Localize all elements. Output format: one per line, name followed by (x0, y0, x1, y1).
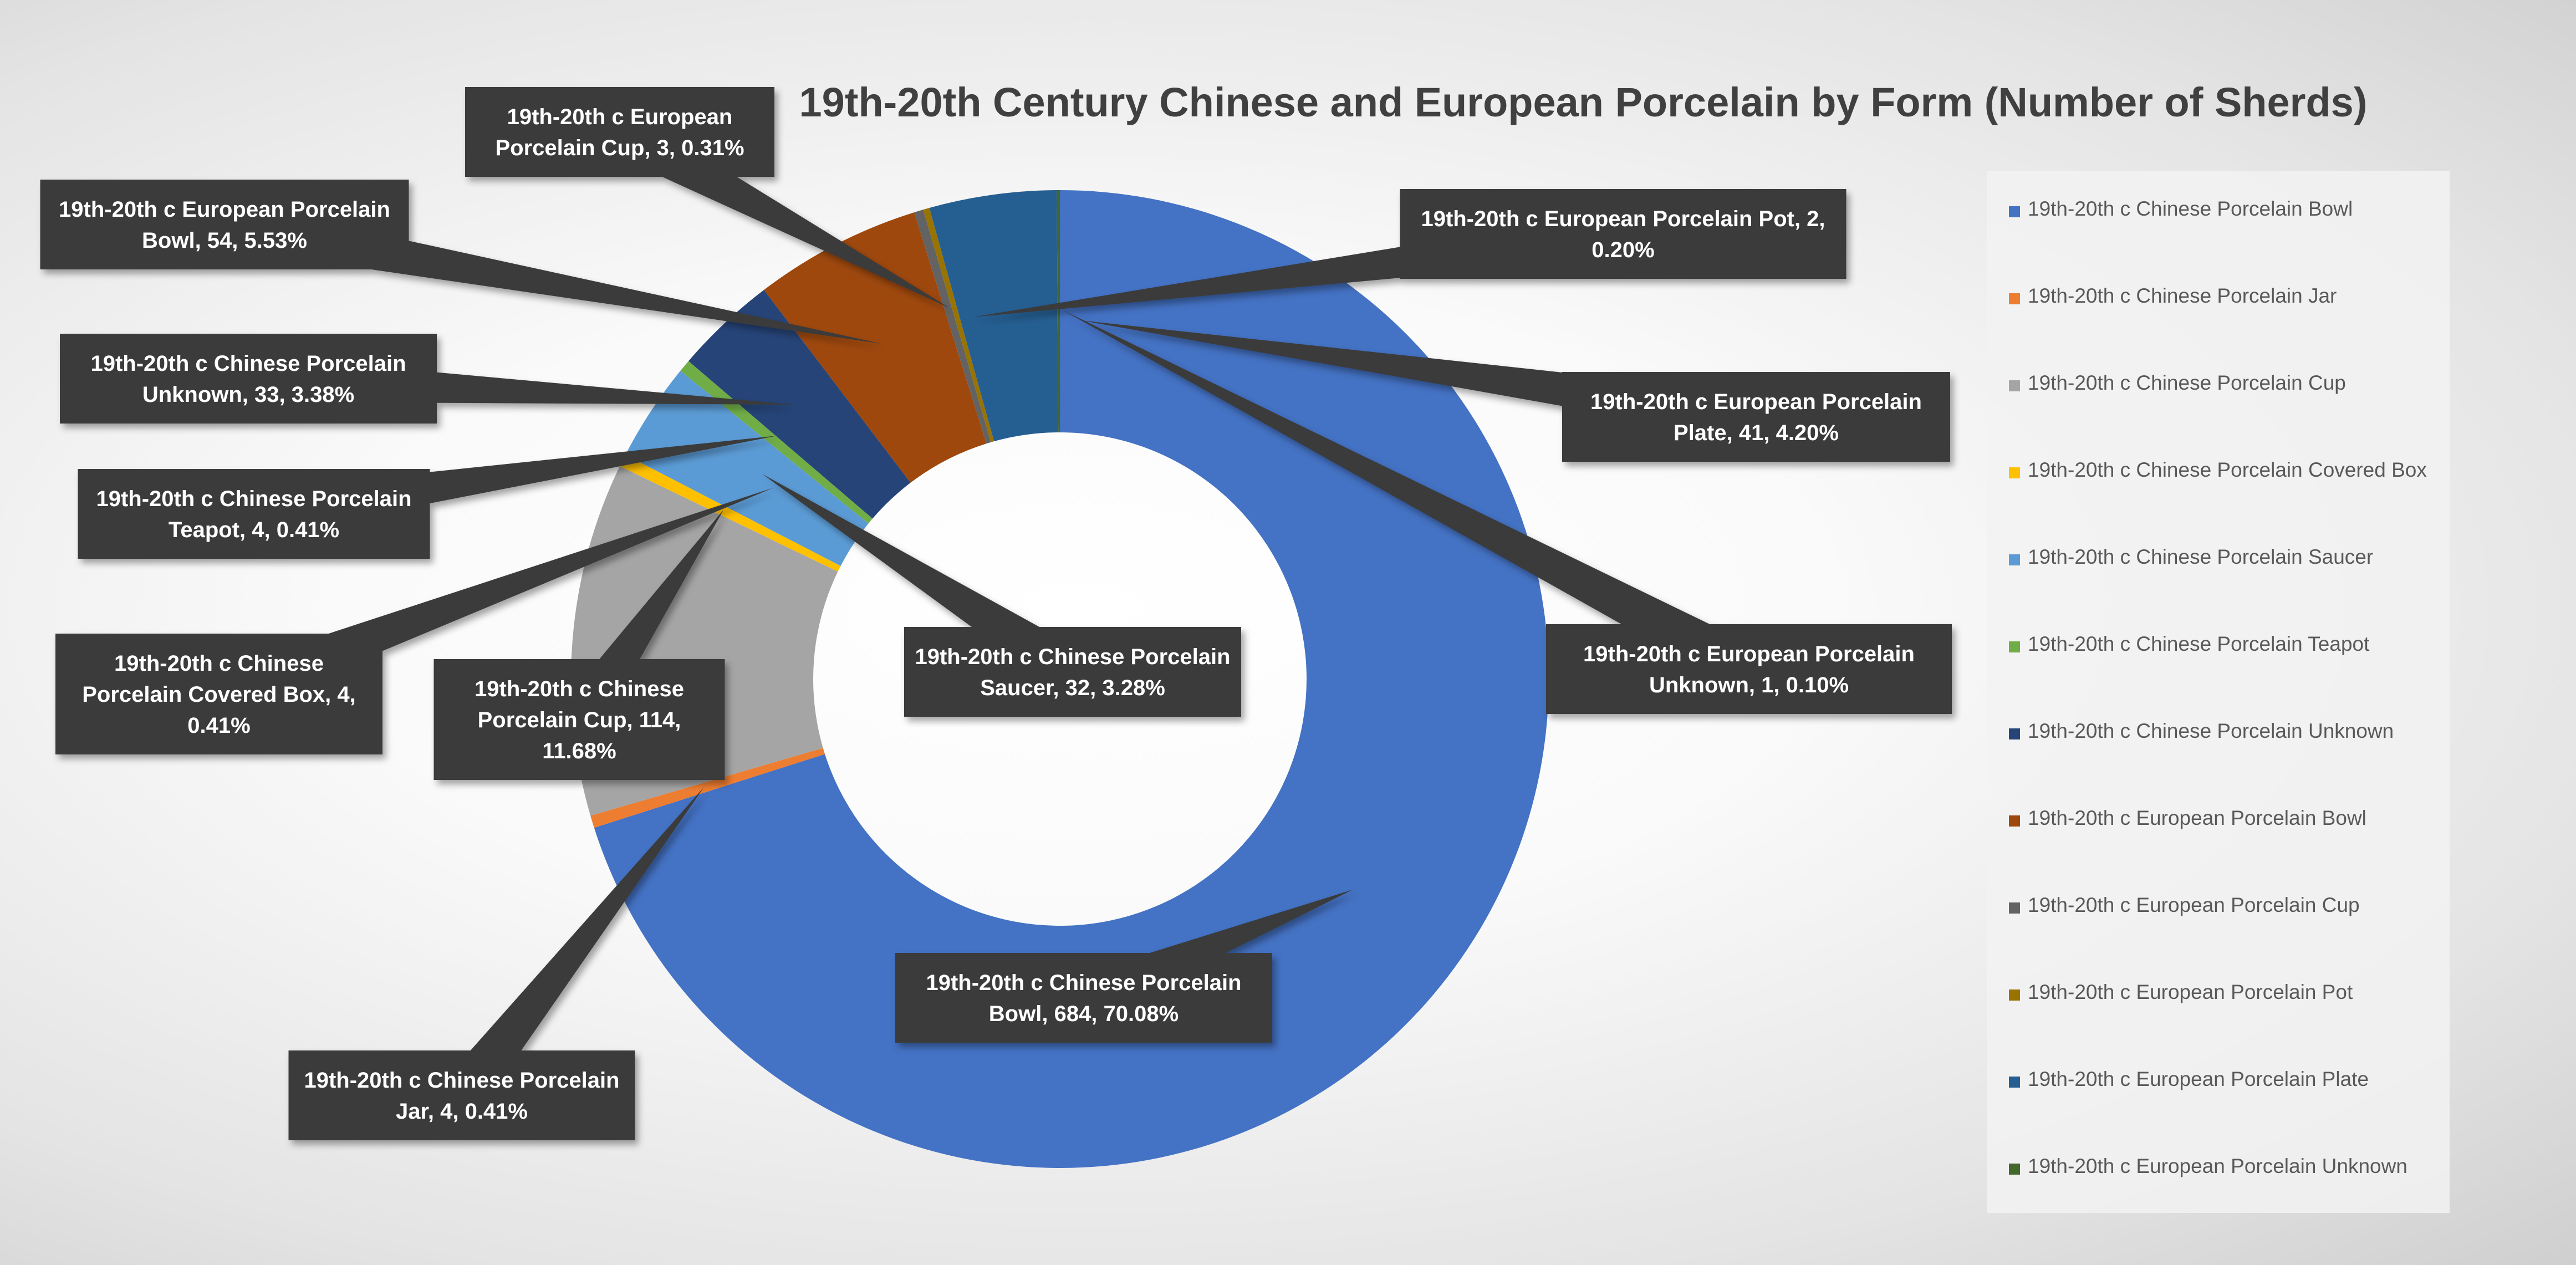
data-label-text: 0.20% (1591, 238, 1654, 262)
callout-box (60, 334, 437, 424)
data-label-text: 19th-20th c Chinese Porcelain (915, 645, 1230, 669)
legend-entry: 19th-20th c European Porcelain Pot (2028, 981, 2353, 1003)
data-label-european-porcelain-pot: 19th-20th c European Porcelain Pot, 2, 0.… (973, 189, 1846, 317)
data-label-text: 19th-20th c Chinese Porcelain (304, 1068, 619, 1093)
callout-box (40, 180, 409, 269)
data-labels: 19th-20th c Chinese Porcelain Bowl, 684, … (40, 87, 1952, 1140)
legend-marker (2009, 902, 2020, 914)
data-label-european-porcelain-bowl: 19th-20th c European Porcelain Bowl, 54, … (40, 180, 881, 344)
callout-box (433, 659, 725, 780)
data-label-text: Jar, 4, 0.41% (396, 1099, 528, 1124)
legend-marker (2009, 641, 2020, 652)
data-label-text: 19th-20th c European Porcelain (59, 197, 390, 222)
callout-box (55, 634, 382, 754)
legend-entry: 19th-20th c European Porcelain Unknown (2028, 1155, 2407, 1177)
data-label-text: 19th-20th c Chinese Porcelain (90, 351, 406, 376)
legend-entry: 19th-20th c Chinese Porcelain Teapot (2028, 632, 2370, 655)
legend-marker (2009, 1164, 2020, 1175)
callout-box (288, 1050, 635, 1140)
data-label-european-porcelain-cup: 19th-20th c European Porcelain Cup, 3, 0.… (465, 87, 949, 308)
callout-box (904, 627, 1241, 717)
legend-entry: 19th-20th c Chinese Porcelain Unknown (2028, 720, 2394, 742)
data-label-text: 0.41% (187, 713, 250, 738)
data-label-text: 19th-20th c European Porcelain Pot, 2, (1421, 207, 1825, 231)
callout-box (895, 953, 1272, 1043)
legend-background (1987, 171, 2450, 1213)
data-label-text: Porcelain Cup, 114, (478, 708, 681, 732)
data-label-chinese-porcelain-teapot: 19th-20th c Chinese Porcelain Teapot, 4, … (78, 436, 777, 559)
slice-european-porcelain-pot (923, 208, 994, 442)
callout-box (1562, 372, 1950, 462)
data-label-european-porcelain-unknown: 19th-20th c European Porcelain Unknown, 1… (1063, 310, 1952, 714)
callout-box (1546, 624, 1952, 714)
data-label-text: Porcelain Covered Box, 4, (82, 682, 356, 707)
data-label-european-porcelain-plate: 19th-20th c European Porcelain Plate, 41,… (1081, 320, 1950, 462)
slice-european-porcelain-bowl (764, 212, 987, 483)
legend-marker (2009, 293, 2020, 304)
legend-entry: 19th-20th c Chinese Porcelain Bowl (2028, 197, 2353, 220)
data-label-chinese-porcelain-saucer: 19th-20th c Chinese Porcelain Saucer, 32,… (762, 474, 1241, 717)
data-label-text: 19th-20th c European Porcelain (1590, 390, 1922, 414)
callout-pointer (443, 787, 704, 1110)
legend-entry: 19th-20th c European Porcelain Plate (2028, 1068, 2369, 1090)
data-label-text: Plate, 41, 4.20% (1674, 421, 1839, 445)
data-label-text: 19th-20th c Chinese Porcelain (926, 971, 1241, 995)
data-label-chinese-porcelain-cup: 19th-20th c Chinese Porcelain Cup, 114, 11… (433, 510, 725, 780)
legend-entry: 19th-20th c European Porcelain Cup (2028, 894, 2360, 916)
data-label-text: 19th-20th c European Porcelain (1583, 642, 1915, 666)
legend-marker (2009, 989, 2020, 1001)
data-label-text: 11.68% (542, 739, 616, 763)
slice-chinese-porcelain-saucer (625, 370, 869, 566)
slice-chinese-porcelain-jar (590, 748, 825, 828)
legend-entry: 19th-20th c Chinese Porcelain Cup (2028, 371, 2346, 394)
legend: 19th-20th c Chinese Porcelain Bowl 19th-2… (1987, 171, 2450, 1213)
data-label-text: 19th-20th c Chinese (114, 651, 324, 676)
data-label-chinese-porcelain-bowl: 19th-20th c Chinese Porcelain Bowl, 684, … (895, 890, 1353, 1043)
legend-marker (2009, 467, 2020, 478)
legend-marker (2009, 206, 2020, 217)
callout-box (465, 87, 774, 177)
slice-chinese-porcelain-covered-box (620, 455, 841, 572)
callout-box (78, 469, 430, 559)
callout-pointer (1063, 310, 1760, 690)
data-label-text: 19th-20th c Chinese (475, 677, 684, 701)
legend-entry: 19th-20th c Chinese Porcelain Jar (2028, 284, 2337, 307)
legend-marker (2009, 554, 2020, 565)
legend-marker (2009, 1077, 2020, 1088)
data-label-chinese-porcelain-unknown: 19th-20th c Chinese Porcelain Unknown, 33… (60, 334, 794, 424)
data-label-text: Teapot, 4, 0.41% (169, 518, 339, 542)
legend-entry: 19th-20th c Chinese Porcelain Covered Bo… (2028, 458, 2427, 481)
data-label-text: 19th-20th c Chinese Porcelain (96, 487, 411, 511)
slice-european-porcelain-unknown (1057, 190, 1060, 433)
data-label-text: Bowl, 684, 70.08% (989, 1002, 1179, 1026)
legend-marker (2009, 815, 2020, 827)
data-label-text: Unknown, 1, 0.10% (1649, 673, 1849, 697)
data-label-text: Unknown, 33, 3.38% (142, 382, 354, 407)
data-label-chinese-porcelain-covered-box: 19th-20th c Chinese Porcelain Covered Box… (55, 488, 773, 754)
slice-european-porcelain-plate (929, 190, 1059, 442)
callout-box (1400, 189, 1846, 279)
slice-european-porcelain-cup (914, 210, 991, 444)
legend-marker (2009, 728, 2020, 739)
chart-title: 19th-20th Century Chinese and European P… (799, 79, 2368, 125)
data-label-text: 19th-20th c European (507, 105, 733, 129)
legend-marker (2009, 380, 2020, 391)
legend-entry: 19th-20th c European Porcelain Bowl (2028, 807, 2366, 829)
legend-entry: 19th-20th c Chinese Porcelain Saucer (2028, 545, 2373, 568)
data-label-text: Saucer, 32, 3.28% (980, 676, 1165, 700)
data-label-text: Porcelain Cup, 3, 0.31% (495, 136, 744, 160)
data-label-text: Bowl, 54, 5.53% (142, 228, 307, 253)
data-label-chinese-porcelain-jar: 19th-20th c Chinese Porcelain Jar, 4, 0.4… (288, 787, 704, 1140)
slice-chinese-porcelain-unknown (688, 289, 911, 519)
